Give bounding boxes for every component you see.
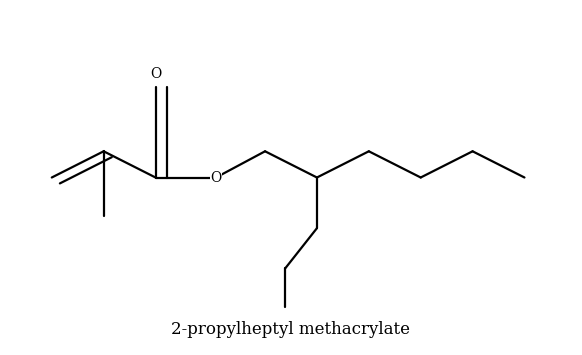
Text: 2-propylheptyl methacrylate: 2-propylheptyl methacrylate [172, 321, 410, 338]
Text: O: O [211, 170, 222, 185]
Text: O: O [150, 67, 161, 81]
